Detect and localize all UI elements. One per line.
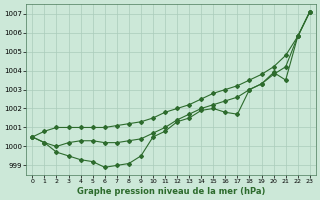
X-axis label: Graphe pression niveau de la mer (hPa): Graphe pression niveau de la mer (hPa) (77, 187, 265, 196)
